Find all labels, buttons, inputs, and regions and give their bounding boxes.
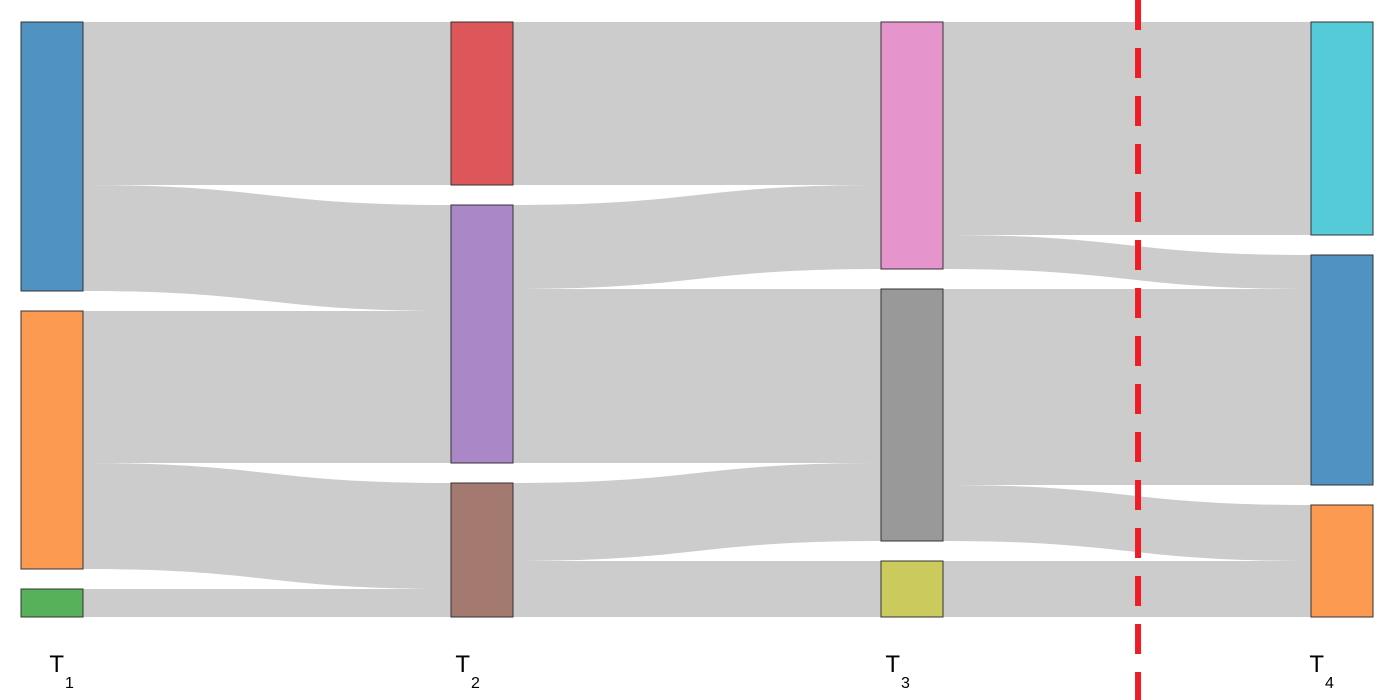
flow	[943, 22, 1311, 235]
node	[450, 21, 514, 186]
node	[20, 310, 84, 570]
column-label-subscript: 1	[65, 675, 74, 692]
column-label: T	[49, 651, 64, 678]
column-label: T	[1309, 651, 1324, 678]
flow	[943, 561, 1311, 617]
flow	[513, 22, 881, 185]
node	[1310, 21, 1374, 236]
column-label: T	[455, 651, 470, 678]
flow	[513, 185, 881, 289]
node	[450, 204, 514, 464]
node	[880, 288, 944, 542]
flow	[943, 485, 1311, 561]
flow	[513, 463, 881, 561]
flow	[943, 289, 1311, 485]
flow	[83, 589, 451, 617]
flow	[943, 235, 1311, 289]
node	[450, 482, 514, 618]
flow	[83, 22, 451, 185]
node	[1310, 254, 1374, 486]
flow	[83, 311, 451, 463]
flow	[83, 185, 451, 311]
node	[20, 588, 84, 618]
node	[1310, 504, 1374, 618]
column-label: T	[885, 651, 900, 678]
column-label-subscript: 3	[901, 675, 910, 692]
flow	[513, 289, 881, 463]
links	[83, 22, 1311, 617]
flow	[513, 561, 881, 617]
column-label-subscript: 4	[1325, 675, 1334, 692]
node	[20, 21, 84, 292]
node	[880, 560, 944, 618]
node	[880, 21, 944, 270]
column-label-subscript: 2	[471, 675, 480, 692]
flow	[83, 463, 451, 589]
